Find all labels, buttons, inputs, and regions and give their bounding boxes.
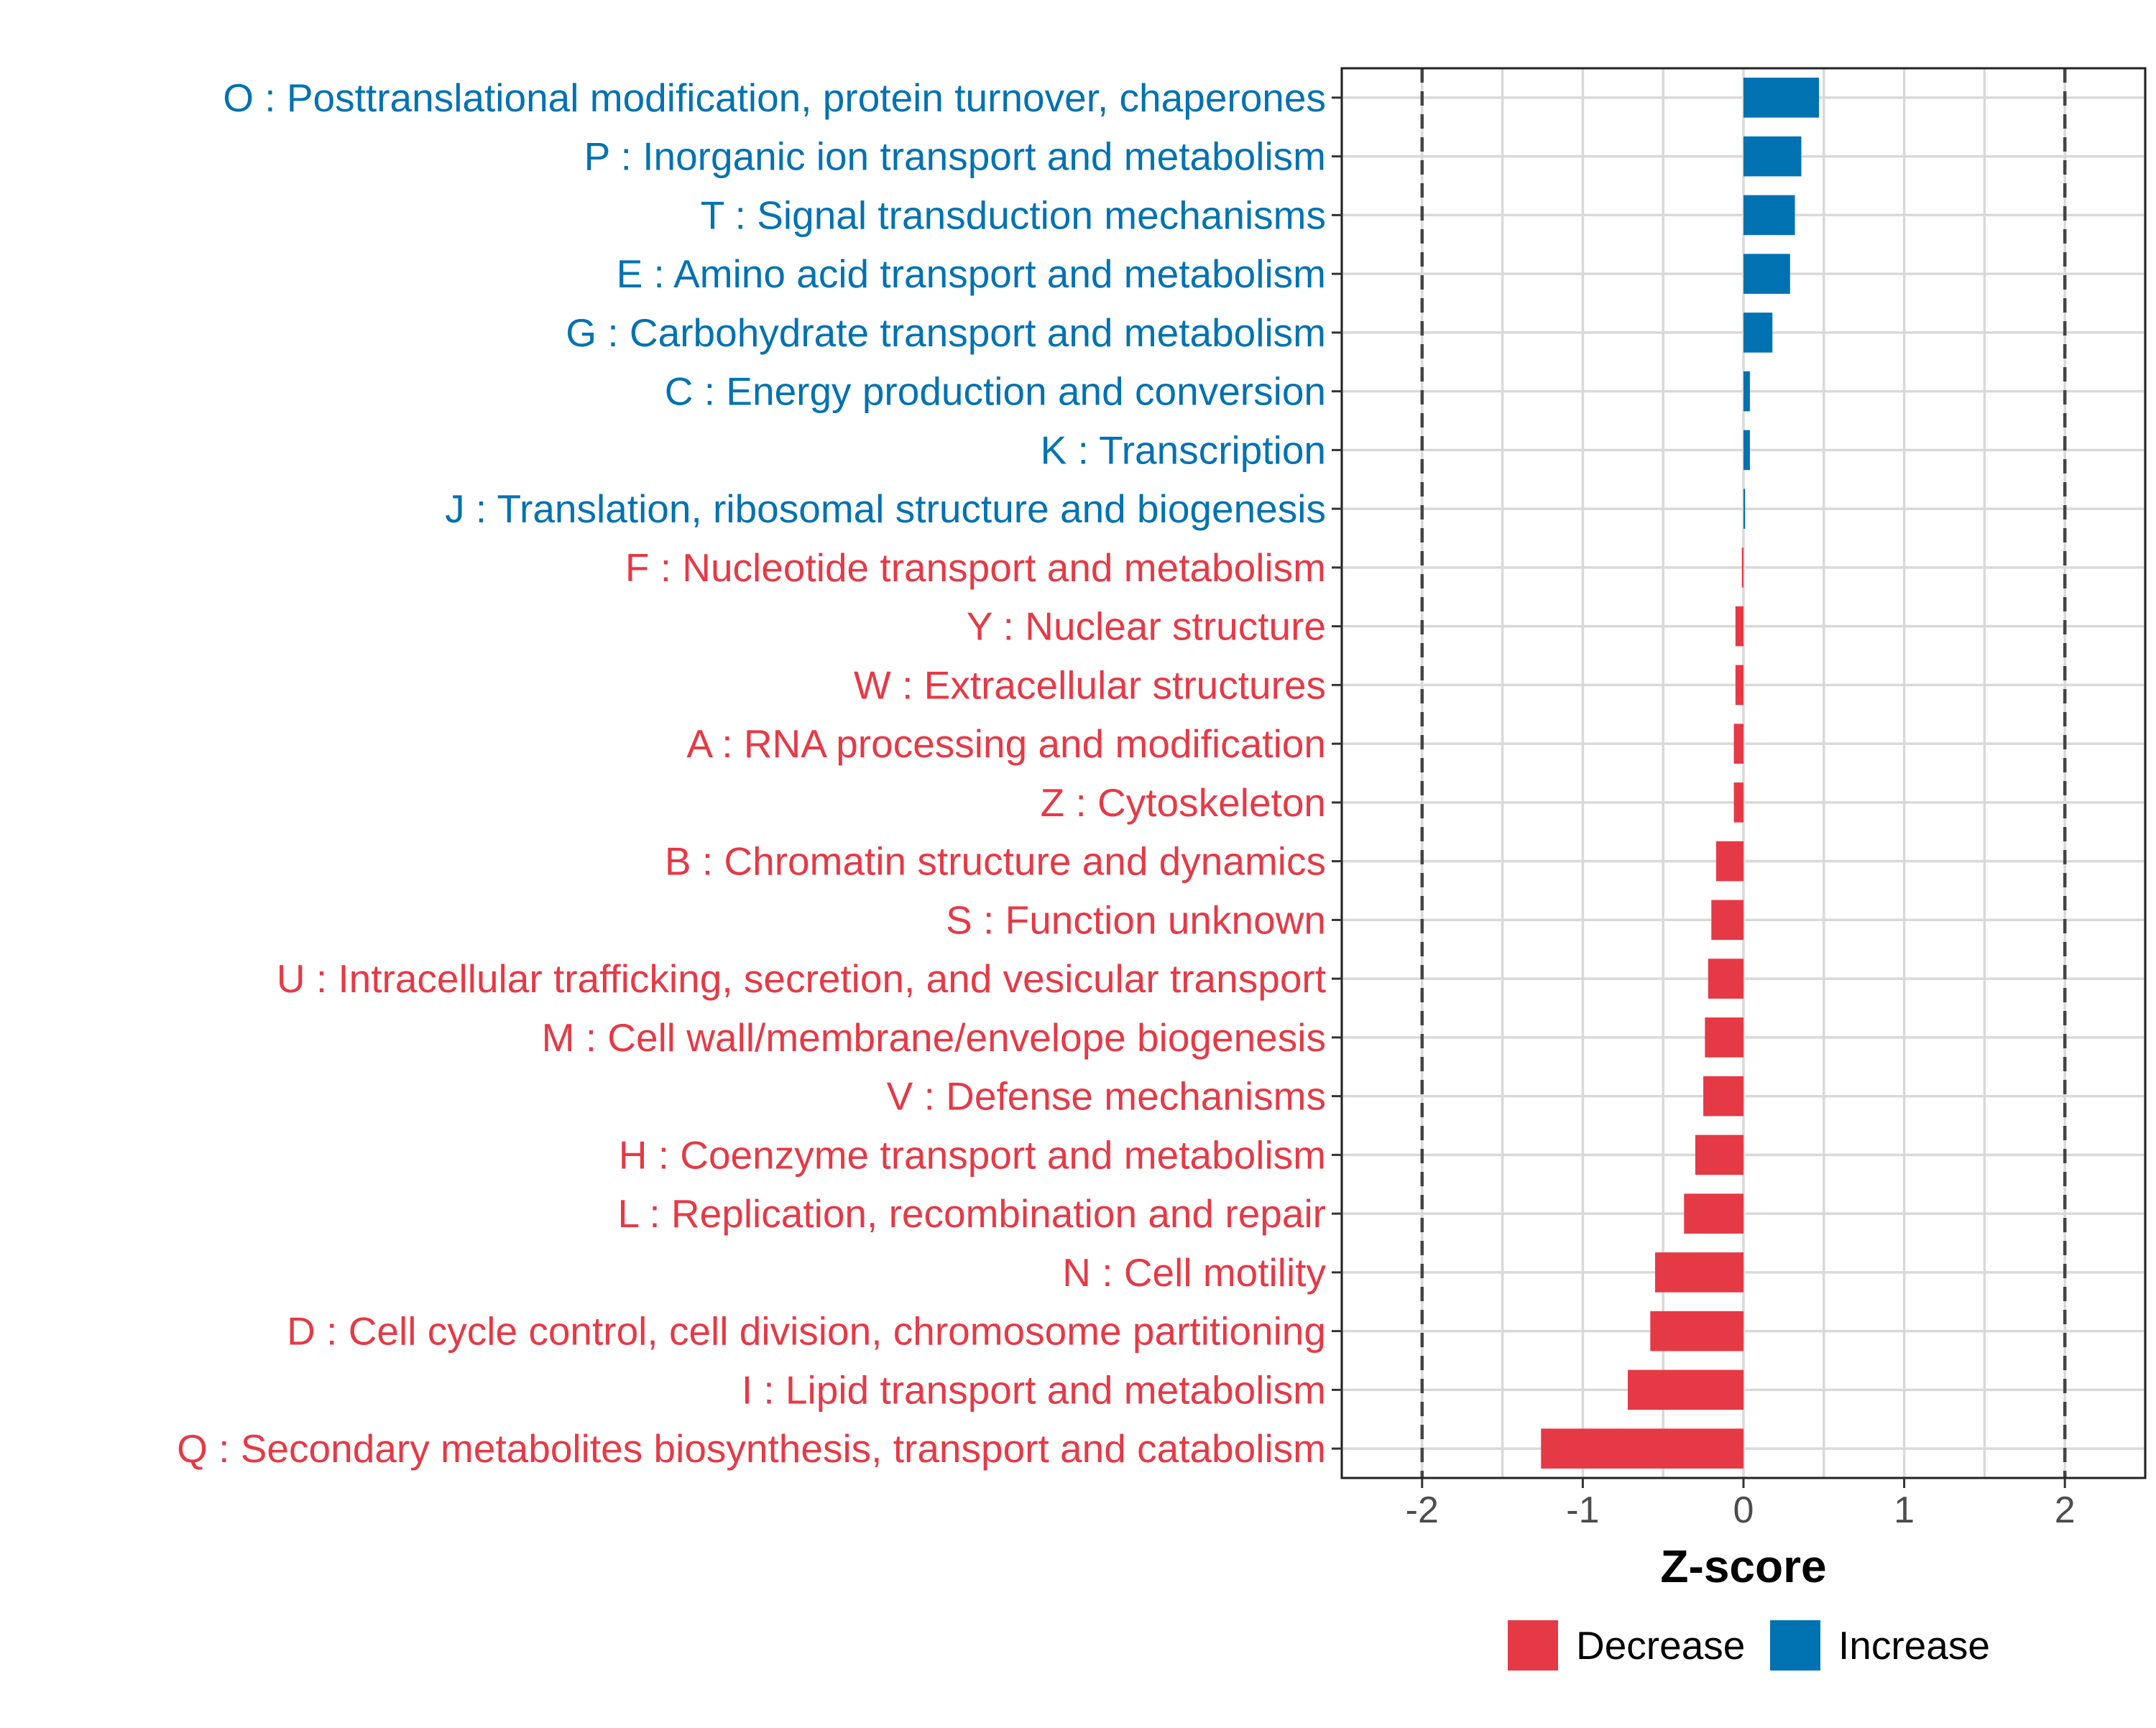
legend-swatch-decrease — [1508, 1620, 1558, 1671]
x-tick-label: 0 — [1733, 1489, 1754, 1531]
category-label: E : Amino acid transport and metabolism — [617, 251, 1326, 296]
category-label: K : Transcription — [1041, 428, 1326, 472]
category-label: M : Cell wall/membrane/envelope biogenes… — [542, 1015, 1326, 1060]
bar-decrease — [1733, 782, 1743, 823]
bar-decrease — [1733, 724, 1743, 764]
legend-label-increase: Increase — [1838, 1623, 1990, 1668]
category-label: J : Translation, ribosomal structure and… — [445, 486, 1326, 531]
bar-decrease — [1541, 1428, 1743, 1469]
category-label: Y : Nuclear structure — [967, 604, 1326, 649]
category-label: A : RNA processing and modification — [686, 721, 1326, 766]
bar-decrease — [1705, 1017, 1743, 1058]
bar-decrease — [1708, 958, 1743, 999]
bar-decrease — [1655, 1252, 1743, 1293]
category-label: D : Cell cycle control, cell division, c… — [287, 1309, 1326, 1354]
category-label: I : Lipid transport and metabolism — [742, 1367, 1326, 1412]
bar-decrease — [1703, 1076, 1743, 1117]
bar-decrease — [1628, 1369, 1743, 1410]
bar-increase — [1743, 254, 1790, 294]
category-label: L : Replication, recombination and repai… — [618, 1191, 1326, 1236]
category-label: W : Extracellular structures — [854, 662, 1326, 707]
category-label: B : Chromatin structure and dynamics — [665, 839, 1326, 884]
category-label: H : Coenzyme transport and metabolism — [619, 1132, 1326, 1177]
category-label: N : Cell motility — [1062, 1250, 1326, 1295]
category-label: P : Inorganic ion transport and metaboli… — [584, 134, 1326, 179]
x-tick-label: -2 — [1406, 1489, 1439, 1531]
bar-increase — [1743, 195, 1795, 236]
category-label: U : Intracellular trafficking, secretion… — [277, 956, 1326, 1001]
category-label: G : Carbohydrate transport and metabolis… — [566, 310, 1326, 355]
x-tick-label: 1 — [1894, 1489, 1915, 1531]
category-label: V : Defense mechanisms — [887, 1074, 1326, 1119]
bar-increase — [1743, 78, 1820, 118]
bar-decrease — [1711, 900, 1743, 941]
category-label: Q : Secondary metabolites biosynthesis, … — [177, 1426, 1326, 1471]
bar-decrease — [1735, 665, 1743, 706]
bar-decrease — [1695, 1135, 1743, 1175]
category-label: Z : Cytoskeleton — [1041, 780, 1326, 825]
bar-increase — [1743, 489, 1746, 529]
bar-increase — [1743, 430, 1750, 471]
legend-label-decrease: Decrease — [1576, 1623, 1745, 1668]
category-label: S : Function unknown — [946, 897, 1326, 942]
x-tick-label: -1 — [1566, 1489, 1599, 1531]
category-label: O : Posttranslational modification, prot… — [223, 75, 1326, 120]
bar-increase — [1743, 136, 1802, 177]
bar-increase — [1743, 313, 1773, 353]
bar-decrease — [1741, 547, 1743, 588]
x-tick-label: 2 — [2055, 1489, 2076, 1531]
bar-increase — [1743, 371, 1750, 412]
category-label: T : Signal transduction mechanisms — [701, 193, 1326, 237]
category-label: F : Nucleotide transport and metabolism — [625, 545, 1326, 590]
category-label: C : Energy production and conversion — [665, 369, 1326, 414]
bar-decrease — [1735, 606, 1743, 647]
bar-decrease — [1650, 1311, 1743, 1352]
bar-decrease — [1715, 841, 1743, 882]
x-axis-title: Z-score — [1660, 1540, 1826, 1592]
bar-decrease — [1684, 1193, 1743, 1234]
legend-swatch-increase — [1770, 1620, 1820, 1671]
